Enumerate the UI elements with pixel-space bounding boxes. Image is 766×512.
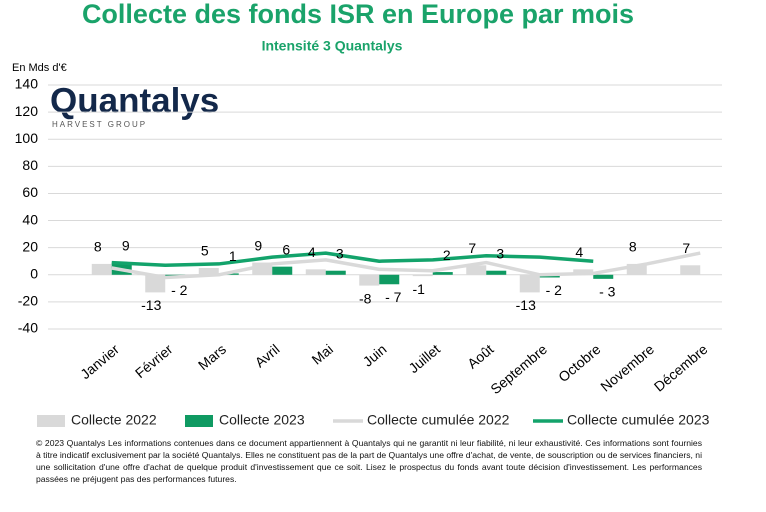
- bar: [305, 269, 326, 275]
- chart: Collecte des fonds ISR en Europe par moi…: [12, 0, 722, 428]
- data-label: -1: [413, 281, 426, 297]
- line: [111, 251, 594, 268]
- data-label: 3: [496, 245, 504, 261]
- logo: Quantalys: [50, 81, 219, 120]
- bar: [325, 270, 346, 275]
- data-label: 9: [254, 237, 262, 253]
- data-label: 8: [94, 239, 102, 255]
- legend-swatch: [185, 415, 213, 427]
- y-tick-label: 120: [15, 103, 39, 119]
- data-label: - 3: [599, 284, 616, 300]
- legend-label: Collecte 2023: [219, 412, 305, 428]
- data-label: -13: [141, 297, 161, 313]
- data-label: 4: [308, 244, 316, 260]
- data-label: 7: [682, 240, 690, 256]
- x-tick-label: Octobre: [555, 341, 604, 385]
- x-tick-label: Décembre: [651, 341, 711, 395]
- bar: [198, 268, 219, 275]
- x-tick-label: Avril: [252, 341, 283, 371]
- x-tick-label: Janvier: [77, 341, 122, 382]
- footnote: © 2023 Quantalys Les informations conten…: [36, 438, 702, 484]
- data-label: 5: [201, 243, 209, 259]
- bar: [272, 266, 293, 275]
- bar: [593, 274, 614, 279]
- x-tick-label: Novembre: [597, 341, 657, 395]
- legend-label: Collecte cumulée 2022: [367, 412, 510, 428]
- y-tick-label: 60: [22, 184, 38, 200]
- data-label: 7: [468, 240, 476, 256]
- x-tick-label: Mai: [308, 341, 336, 368]
- bar: [91, 263, 112, 275]
- y-tick-label: 20: [22, 238, 38, 254]
- chart-subtitle: Intensité 3 Quantalys: [262, 38, 403, 54]
- legend-label: Collecte cumulée 2023: [567, 412, 710, 428]
- y-tick-label: -40: [18, 320, 38, 336]
- bar: [412, 274, 433, 277]
- y-tick-label: 140: [15, 76, 39, 92]
- data-label: 9: [122, 237, 130, 253]
- bar: [519, 274, 540, 293]
- bar: [432, 272, 453, 275]
- logo-sub: HARVEST GROUP: [52, 120, 147, 129]
- data-label: - 2: [171, 282, 188, 298]
- data-label: - 7: [385, 289, 402, 305]
- bar: [486, 270, 507, 275]
- bar: [359, 274, 380, 286]
- x-tick-label: Août: [464, 341, 496, 372]
- y-axis-label: En Mds d'€: [12, 62, 67, 74]
- legend-label: Collecte 2022: [71, 412, 157, 428]
- chart-title: Collecte des fonds ISR en Europe par moi…: [82, 0, 634, 29]
- data-label: 4: [575, 244, 583, 260]
- y-tick-label: 80: [22, 157, 38, 173]
- bar: [680, 265, 701, 275]
- bar: [379, 274, 400, 285]
- bar: [466, 265, 487, 275]
- line: [111, 251, 701, 280]
- data-label: 2: [443, 247, 451, 263]
- x-tick-label: Février: [132, 341, 176, 381]
- data-label: -8: [359, 290, 372, 306]
- y-tick-label: 100: [15, 130, 39, 146]
- legend-swatch: [37, 415, 65, 427]
- data-label: 1: [229, 248, 237, 264]
- y-tick-label: 0: [30, 265, 38, 281]
- data-label: -13: [516, 297, 536, 313]
- x-tick-label: Juillet: [405, 341, 443, 376]
- y-tick-label: 40: [22, 211, 38, 227]
- bar: [626, 263, 647, 275]
- x-tick-label: Juin: [360, 341, 390, 370]
- data-label: 3: [336, 245, 344, 261]
- y-tick-label: -20: [18, 293, 38, 309]
- data-label: - 2: [546, 282, 563, 298]
- x-tick-label: Septembre: [487, 341, 550, 397]
- bar: [145, 274, 166, 293]
- data-label: 6: [282, 241, 290, 257]
- x-tick-label: Mars: [195, 341, 229, 373]
- data-label: 8: [629, 239, 637, 255]
